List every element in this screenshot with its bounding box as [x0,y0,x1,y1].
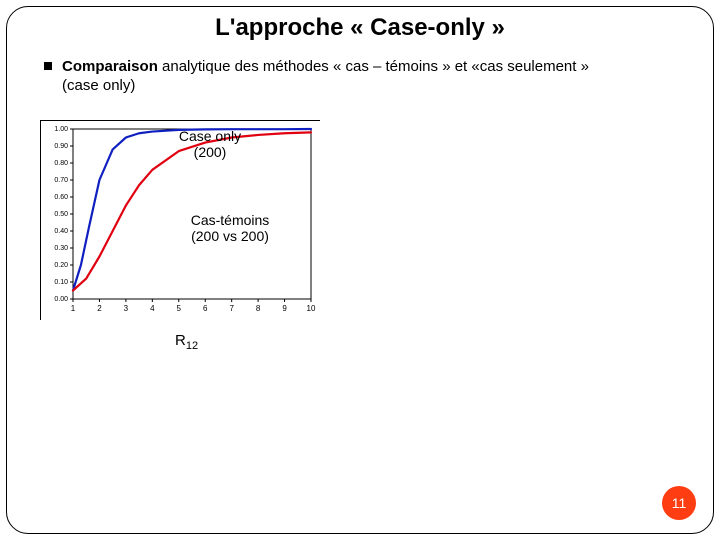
xlabel-main: R [175,332,186,349]
svg-text:0.40: 0.40 [54,228,68,235]
annot-cas-temoins-l1: Cas-témoins [170,212,290,228]
svg-text:6: 6 [203,304,208,313]
bullet-bold: Comparaison [62,58,158,75]
xlabel-sub: 12 [186,340,198,352]
annot-case-only-l1: Case only [160,128,260,144]
svg-text:8: 8 [256,304,261,313]
svg-text:10: 10 [307,304,316,313]
svg-text:0.90: 0.90 [54,143,68,150]
bullet-square-icon [44,62,52,70]
svg-text:5: 5 [177,304,182,313]
svg-text:0.20: 0.20 [54,262,68,269]
svg-text:0.50: 0.50 [54,211,68,218]
svg-text:2: 2 [97,304,102,313]
svg-text:0.60: 0.60 [54,194,68,201]
annot-cas-temoins-l2: (200 vs 200) [170,228,290,244]
svg-text:9: 9 [282,304,287,313]
bullet-comparison: Comparaison analytique des méthodes « ca… [44,58,680,94]
bullet-rest: analytique des méthodes « cas – témoins … [158,58,589,75]
svg-text:0.00: 0.00 [54,296,68,303]
svg-text:0.10: 0.10 [54,279,68,286]
slide-title: L'approche « Case-only » [0,14,720,42]
svg-text:3: 3 [124,304,129,313]
annot-case-only-l2: (200) [160,144,260,160]
svg-text:0.80: 0.80 [54,160,68,167]
svg-text:0.70: 0.70 [54,177,68,184]
svg-text:1: 1 [71,304,76,313]
annot-case-only: Case only (200) [160,128,260,160]
svg-text:0.30: 0.30 [54,245,68,252]
x-axis-label: R12 [175,332,198,352]
bullet-line2: (case only) [44,77,680,94]
page-number-badge: 11 [662,486,696,520]
svg-text:1.00: 1.00 [54,126,68,133]
svg-text:7: 7 [229,304,234,313]
svg-text:4: 4 [150,304,155,313]
page-number: 11 [672,495,687,511]
annot-cas-temoins: Cas-témoins (200 vs 200) [170,212,290,244]
